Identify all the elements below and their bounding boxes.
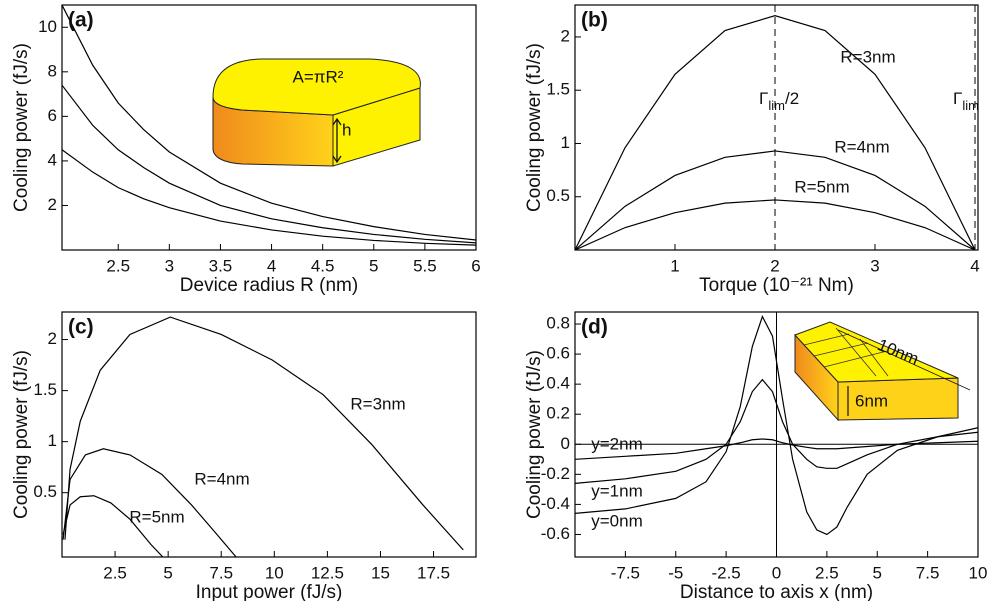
y-tick-label: 1 — [48, 431, 57, 450]
figure: 2.533.544.555.56246810(a)Device radius R… — [0, 0, 999, 601]
inset-label: 6nm — [855, 391, 888, 410]
line-label: Γlim/2 — [759, 89, 799, 113]
y-tick-label: 1 — [561, 133, 570, 152]
y-tick-label: -0.4 — [541, 494, 570, 513]
x-tick-label: 3 — [870, 256, 879, 275]
x-tick-label: 4 — [970, 256, 979, 275]
panel-label: (d) — [581, 316, 608, 339]
x-tick-label: 4.5 — [311, 256, 335, 275]
curve-label: R=4nm — [194, 469, 249, 488]
axes-frame — [62, 312, 476, 557]
y-tick-label: 0.2 — [546, 404, 570, 423]
panel-label: (c) — [68, 316, 94, 339]
panel: 2.5 5 7.5 10 12.5 15 17.5 0.5 1 1.5 2 R=3nm R=4nm R=5… — [11, 312, 476, 601]
y-tick-label: 0.8 — [546, 314, 570, 333]
axes-frame — [575, 5, 978, 250]
x-tick-label: 1 — [670, 256, 679, 275]
line-label-part: /2 — [785, 89, 799, 108]
inset-cylinder: A=πR² h — [213, 59, 420, 166]
curve-label: y=0nm — [591, 511, 643, 530]
y-tick-label: 2 — [561, 26, 570, 45]
x-axis-label: Input power (fJ/s) — [196, 582, 343, 601]
x-tick-label: 12.5 — [311, 563, 344, 582]
y-axis-label: Cooling power (fJ/s) — [524, 43, 545, 212]
x-tick-label: 15 — [371, 563, 390, 582]
y-axis-label: Cooling power (fJ/s) — [11, 43, 32, 212]
curve-label: R=3nm — [840, 47, 895, 66]
y-tick-label: -0.6 — [541, 524, 570, 543]
y-tick-label: 2 — [48, 195, 57, 214]
y-axis-label: Cooling power (fJ/s) — [11, 350, 32, 519]
y-tick-label: 0.6 — [546, 344, 570, 363]
line-label-part: lim — [962, 98, 979, 113]
x-tick-label: 5 — [873, 563, 882, 582]
inset-label: h — [342, 120, 351, 139]
x-tick-label: 10 — [265, 563, 284, 582]
x-tick-label: -7.5 — [611, 563, 640, 582]
inset-label: A=πR² — [293, 67, 344, 86]
curve-label: R=3nm — [350, 394, 405, 413]
x-tick-label: -5 — [668, 563, 683, 582]
x-tick-label: 5 — [369, 256, 378, 275]
y-tick-label: 0.5 — [33, 482, 57, 501]
x-tick-label: 5.5 — [413, 256, 437, 275]
x-tick-label: 4 — [267, 256, 276, 275]
x-tick-label: 7.5 — [916, 563, 940, 582]
y-tick-label: 4 — [48, 150, 57, 169]
y-axis-label: Cooling power (fJ/s) — [524, 350, 545, 519]
panel-label: (b) — [581, 9, 608, 32]
line-label-part: Γ — [759, 89, 768, 108]
x-tick-label: 10 — [969, 563, 988, 582]
x-tick-label: 7.5 — [209, 563, 233, 582]
x-tick-label: 2.5 — [106, 256, 130, 275]
panel-label: (a) — [68, 9, 94, 32]
y-tick-label: 0.4 — [546, 374, 570, 393]
x-tick-label: 6 — [471, 256, 480, 275]
x-axis-label: Torque (10⁻²¹ Nm) — [699, 275, 854, 296]
y-tick-label: 1.5 — [546, 80, 570, 99]
inset-box: 6nm 10nm — [795, 322, 970, 420]
x-tick-label: 17.5 — [417, 563, 450, 582]
curve — [63, 449, 236, 557]
x-tick-label: 5 — [163, 563, 172, 582]
curve-label: y=2nm — [591, 434, 643, 453]
x-axis-label: Device radius R (nm) — [180, 275, 358, 296]
y-tick-label: 1.5 — [33, 380, 57, 399]
line-label-part: lim — [768, 98, 785, 113]
curve-label: R=4nm — [834, 137, 889, 156]
y-tick-label: 6 — [48, 106, 57, 125]
curve-label: y=1nm — [591, 481, 643, 500]
x-tick-label: 3.5 — [209, 256, 233, 275]
x-tick-label: -2.5 — [711, 563, 740, 582]
y-tick-label: 10 — [38, 17, 57, 36]
y-tick-label: -0.2 — [541, 464, 570, 483]
x-axis-label: Distance to axis x (nm) — [680, 582, 873, 601]
y-tick-label: 8 — [48, 61, 57, 80]
x-tick-label: 2 — [770, 256, 779, 275]
curve-label: R=5nm — [794, 177, 849, 196]
y-tick-label: 0 — [561, 434, 570, 453]
line-label-part: Γ — [953, 89, 962, 108]
x-tick-label: 2.5 — [103, 563, 127, 582]
x-tick-label: 2.5 — [815, 563, 839, 582]
x-tick-label: 3 — [165, 256, 174, 275]
y-tick-label: 0.5 — [546, 186, 570, 205]
y-tick-label: 2 — [48, 329, 57, 348]
x-tick-label: 0 — [772, 563, 781, 582]
curve-label: R=5nm — [129, 507, 184, 526]
